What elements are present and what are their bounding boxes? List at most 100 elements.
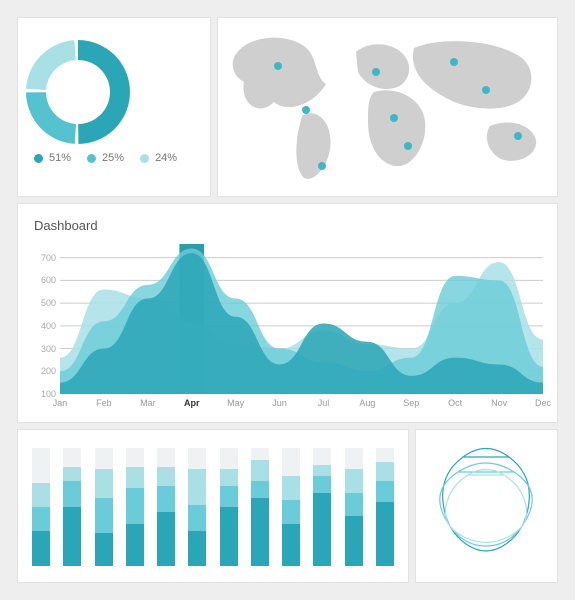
bar-segment (157, 486, 175, 512)
bar-segment (313, 493, 331, 566)
bar-segment (188, 531, 206, 566)
map-landmass (356, 44, 409, 89)
bar-segment (220, 469, 238, 486)
bar-column (32, 448, 50, 566)
donut-chart-panel: 51% 25% 24% (18, 18, 210, 196)
x-tick-label: Apr (184, 398, 200, 408)
bar-segment (95, 533, 113, 566)
bar-segment (95, 469, 113, 497)
donut-slice (26, 92, 76, 144)
bar-chart-panel (18, 430, 408, 582)
legend-item: 24% (140, 152, 177, 164)
x-tick-label: Jun (272, 398, 287, 408)
bar-segment (126, 488, 144, 523)
bar-segment (345, 516, 363, 566)
bar-column (313, 448, 331, 566)
bar-segment (126, 524, 144, 566)
bar-segment (345, 469, 363, 493)
radar-chart (416, 430, 557, 582)
bar-column (95, 448, 113, 566)
world-map (218, 18, 557, 196)
area-chart-body (60, 244, 543, 394)
radar-line (445, 470, 526, 543)
y-tick-label: 400 (30, 321, 56, 331)
x-tick-label: Jul (318, 398, 330, 408)
legend-dot-icon (87, 154, 96, 163)
bar-segment (32, 531, 50, 566)
bar-column (345, 448, 363, 566)
y-tick-label: 300 (30, 344, 56, 354)
x-tick-label: Aug (359, 398, 375, 408)
bar-segment (157, 467, 175, 486)
map-landmass (368, 90, 425, 166)
y-tick-label: 500 (30, 298, 56, 308)
bar-column (282, 448, 300, 566)
bar-segment (251, 481, 269, 498)
bar-segment (376, 481, 394, 502)
map-marker-icon (482, 86, 490, 94)
bar-segment (220, 486, 238, 507)
legend-dot-icon (140, 154, 149, 163)
bar-segment (376, 462, 394, 481)
bar-column (63, 448, 81, 566)
y-tick-label: 200 (30, 366, 56, 376)
bar-segment (63, 467, 81, 481)
map-marker-icon (274, 62, 282, 70)
x-tick-label: Jan (53, 398, 68, 408)
area-x-axis: JanFebMarAprMayJunJulAugSepOctNovDec (60, 398, 543, 414)
legend-label: 25% (102, 152, 124, 164)
bar-segment (282, 500, 300, 524)
map-marker-icon (514, 132, 522, 140)
bar-segment (32, 507, 50, 531)
bar-segment (251, 460, 269, 481)
x-tick-label: Sep (403, 398, 419, 408)
area-chart-panel: Dashboard 100200300400500600700 JanFebMa… (18, 204, 557, 422)
bar-segment (95, 498, 113, 533)
bar-segment (157, 512, 175, 566)
legend-item: 51% (34, 152, 71, 164)
bar-segment (313, 465, 331, 477)
bar-column (251, 448, 269, 566)
world-map-panel (218, 18, 557, 196)
donut-legend: 51% 25% 24% (18, 152, 210, 172)
x-tick-label: May (227, 398, 244, 408)
x-tick-label: Dec (535, 398, 551, 408)
bar-segment (220, 507, 238, 566)
x-tick-label: Oct (448, 398, 462, 408)
map-marker-icon (372, 68, 380, 76)
x-tick-label: Nov (491, 398, 507, 408)
bar-column (126, 448, 144, 566)
map-landmass (413, 41, 531, 108)
donut-chart (18, 18, 210, 152)
legend-label: 51% (49, 152, 71, 164)
bar-column (188, 448, 206, 566)
y-tick-label: 600 (30, 275, 56, 285)
bar-segment (188, 469, 206, 504)
donut-slice (78, 40, 130, 144)
bar-column (157, 448, 175, 566)
bar-segment (188, 505, 206, 531)
map-marker-icon (302, 106, 310, 114)
y-tick-label: 700 (30, 253, 56, 263)
bar-segment (126, 467, 144, 488)
area-y-axis: 100200300400500600700 (30, 244, 56, 394)
map-landmass (296, 113, 330, 179)
bar-segment (345, 493, 363, 517)
bar-segment (376, 502, 394, 566)
map-marker-icon (404, 142, 412, 150)
map-landmass (487, 122, 536, 160)
bar-column (220, 448, 238, 566)
bar-segment (63, 507, 81, 566)
x-tick-label: Feb (96, 398, 112, 408)
bar-segment (32, 483, 50, 507)
bar-segment (282, 476, 300, 500)
area-chart-title: Dashboard (18, 204, 557, 233)
legend-dot-icon (34, 154, 43, 163)
donut-slice (26, 40, 76, 90)
bar-segment (313, 476, 331, 493)
radar-chart-panel (416, 430, 557, 582)
bar-segment (251, 498, 269, 566)
legend-item: 25% (87, 152, 124, 164)
map-marker-icon (450, 58, 458, 66)
bar-segment (282, 524, 300, 566)
